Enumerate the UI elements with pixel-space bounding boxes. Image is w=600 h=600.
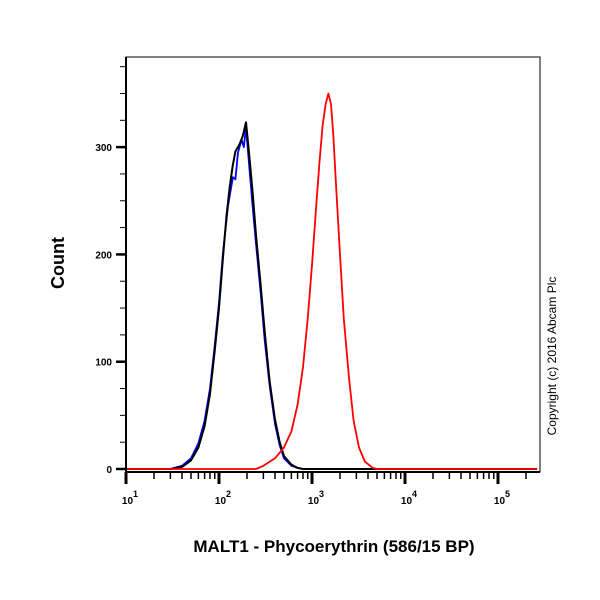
x-tick-label: 101 bbox=[122, 489, 138, 507]
y-tick-label: 300 bbox=[95, 143, 112, 154]
x-tick-base: 10 bbox=[215, 496, 227, 507]
plot-frame bbox=[125, 56, 541, 473]
y-tick-label: 100 bbox=[95, 358, 112, 369]
y-tick-label: 200 bbox=[95, 250, 112, 261]
x-tick-exponent: 2 bbox=[226, 489, 231, 499]
x-tick-base: 10 bbox=[494, 496, 506, 507]
x-tick-exponent: 4 bbox=[412, 489, 417, 499]
histogram-series-0 bbox=[126, 126, 537, 470]
x-tick-base: 10 bbox=[401, 496, 413, 507]
copyright-annotation: Copyright (c) 2016 Abcam Plc bbox=[545, 277, 559, 436]
x-tick-label: 102 bbox=[215, 489, 231, 507]
x-tick-base: 10 bbox=[122, 496, 134, 507]
x-axis-label: MALT1 - Phycoerythrin (586/15 BP) bbox=[193, 537, 474, 556]
histogram-series-2 bbox=[126, 92, 537, 470]
x-tick-exponent: 1 bbox=[133, 489, 138, 499]
histogram-series-1 bbox=[126, 121, 537, 470]
x-tick-base: 10 bbox=[308, 496, 320, 507]
x-tick-label: 103 bbox=[308, 489, 324, 507]
y-axis-label: Count bbox=[48, 237, 68, 289]
x-tick-label: 105 bbox=[494, 489, 510, 507]
x-tick-exponent: 5 bbox=[505, 489, 510, 499]
x-tick-label: 104 bbox=[401, 489, 417, 507]
series-group bbox=[126, 92, 537, 470]
y-tick-label: 0 bbox=[106, 465, 112, 476]
x-tick-exponent: 3 bbox=[319, 489, 324, 499]
